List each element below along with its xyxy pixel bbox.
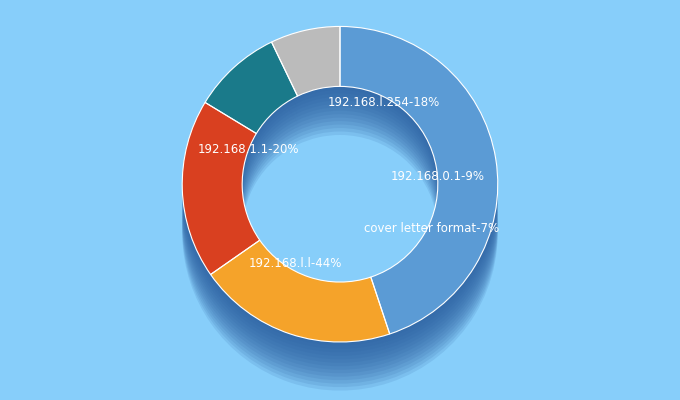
Wedge shape <box>340 61 498 369</box>
Wedge shape <box>271 58 340 127</box>
Wedge shape <box>205 80 298 172</box>
Wedge shape <box>271 30 340 100</box>
Wedge shape <box>211 278 390 380</box>
Wedge shape <box>340 58 498 365</box>
Wedge shape <box>271 40 340 110</box>
Wedge shape <box>271 47 340 117</box>
Wedge shape <box>205 63 298 154</box>
Wedge shape <box>211 240 390 342</box>
Wedge shape <box>205 42 298 134</box>
Wedge shape <box>182 137 260 309</box>
Wedge shape <box>340 75 498 382</box>
Wedge shape <box>271 51 340 120</box>
Wedge shape <box>182 123 260 295</box>
Wedge shape <box>182 151 260 323</box>
Wedge shape <box>211 272 390 373</box>
Wedge shape <box>182 141 260 313</box>
Wedge shape <box>340 40 498 348</box>
Wedge shape <box>340 26 498 334</box>
Wedge shape <box>271 37 340 106</box>
Wedge shape <box>182 102 260 274</box>
Wedge shape <box>205 70 298 161</box>
Wedge shape <box>211 289 390 390</box>
Wedge shape <box>182 144 260 316</box>
Wedge shape <box>211 261 390 363</box>
Wedge shape <box>205 46 298 137</box>
Text: 192.168.l.l-44%: 192.168.l.l-44% <box>249 257 343 270</box>
Wedge shape <box>205 52 298 144</box>
Wedge shape <box>182 134 260 306</box>
Wedge shape <box>211 275 390 377</box>
Wedge shape <box>205 66 298 158</box>
Text: 192.168.1.1-20%: 192.168.1.1-20% <box>198 143 299 156</box>
Wedge shape <box>182 109 260 282</box>
Wedge shape <box>211 244 390 346</box>
Wedge shape <box>340 44 498 351</box>
Wedge shape <box>182 106 260 278</box>
Wedge shape <box>182 120 260 292</box>
Wedge shape <box>205 87 298 179</box>
Wedge shape <box>271 44 340 114</box>
Wedge shape <box>205 49 298 140</box>
Wedge shape <box>211 268 390 370</box>
Wedge shape <box>340 54 498 362</box>
Wedge shape <box>340 68 498 376</box>
Wedge shape <box>340 65 498 372</box>
Wedge shape <box>205 91 298 182</box>
Wedge shape <box>211 258 390 359</box>
Wedge shape <box>211 251 390 352</box>
Text: 192.168.l.254-18%: 192.168.l.254-18% <box>328 96 441 109</box>
Wedge shape <box>340 33 498 341</box>
Wedge shape <box>271 68 340 138</box>
Wedge shape <box>205 77 298 168</box>
Wedge shape <box>271 75 340 145</box>
Wedge shape <box>340 37 498 344</box>
Wedge shape <box>182 113 260 285</box>
Wedge shape <box>182 127 260 299</box>
Wedge shape <box>211 264 390 366</box>
Wedge shape <box>271 72 340 141</box>
Text: cover letter format-7%: cover letter format-7% <box>364 222 499 235</box>
Wedge shape <box>271 33 340 103</box>
Wedge shape <box>211 247 390 349</box>
Wedge shape <box>271 26 340 96</box>
Text: 192.168.0.1-9%: 192.168.0.1-9% <box>391 170 485 183</box>
Wedge shape <box>271 65 340 134</box>
Wedge shape <box>340 47 498 355</box>
Wedge shape <box>340 72 498 379</box>
Wedge shape <box>205 56 298 147</box>
Wedge shape <box>340 30 498 338</box>
Wedge shape <box>340 51 498 358</box>
Wedge shape <box>182 130 260 302</box>
Wedge shape <box>211 282 390 384</box>
Wedge shape <box>271 54 340 124</box>
Wedge shape <box>205 60 298 151</box>
Wedge shape <box>182 116 260 288</box>
Wedge shape <box>205 84 298 175</box>
Wedge shape <box>211 285 390 387</box>
Wedge shape <box>205 73 298 165</box>
Wedge shape <box>271 61 340 131</box>
Wedge shape <box>211 254 390 356</box>
Wedge shape <box>182 148 260 320</box>
